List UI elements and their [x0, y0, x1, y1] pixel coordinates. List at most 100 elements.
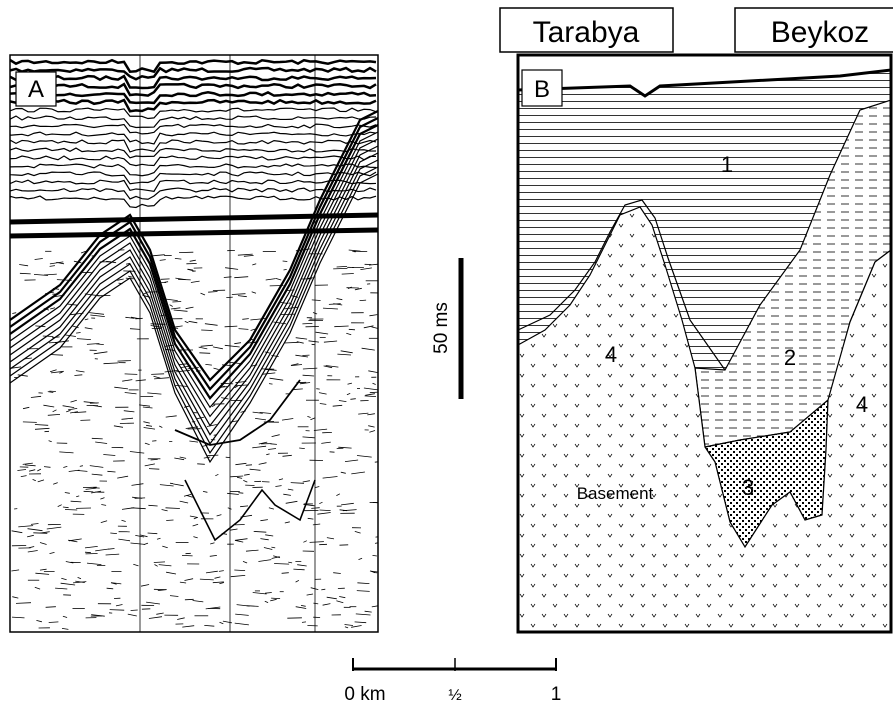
reflector: [141, 585, 149, 587]
reflector: [10, 108, 376, 119]
reflector: [360, 300, 367, 301]
reflector: [213, 347, 223, 349]
reflector: [162, 546, 167, 548]
reflector: [53, 410, 57, 412]
reflector: [265, 370, 276, 371]
reflector: [33, 479, 36, 480]
reflector: [131, 508, 145, 509]
reflector: [215, 474, 218, 476]
reflector: [282, 573, 289, 574]
reflector: [154, 378, 169, 379]
reflector: [128, 276, 132, 277]
reflector: [116, 605, 123, 606]
reflector: [203, 491, 207, 492]
reflector: [333, 573, 341, 574]
reflector: [283, 261, 288, 262]
reflector: [186, 307, 194, 309]
reflector: [223, 621, 232, 623]
reflector: [350, 399, 355, 400]
reflector: [35, 587, 40, 589]
reflector: [144, 428, 155, 430]
reflector: [301, 605, 306, 606]
reflector: [213, 582, 224, 583]
reflector: [225, 268, 238, 270]
reflector: [206, 571, 218, 573]
reflector: [244, 474, 250, 475]
reflector: [271, 598, 280, 599]
reflector: [197, 464, 205, 465]
reflector: [355, 531, 361, 533]
reflector: [50, 308, 55, 309]
scale-label: 1: [551, 684, 562, 705]
reflector: [323, 604, 331, 606]
reflector: [172, 302, 181, 303]
reflector: [296, 607, 307, 609]
reflector: [302, 622, 306, 623]
reflector: [147, 393, 161, 394]
reflector: [180, 501, 189, 503]
reflector: [157, 538, 161, 539]
reflector: [339, 597, 345, 598]
reflector: [339, 401, 347, 402]
reflector: [205, 364, 212, 365]
reflector: [27, 535, 34, 537]
reflector: [341, 503, 354, 505]
location-label: Tarabya: [533, 16, 640, 49]
reflector: [36, 620, 42, 621]
basement-label: Basement: [577, 484, 654, 503]
reflector: [269, 508, 274, 509]
reflector: [126, 278, 134, 279]
reflector: [369, 431, 375, 433]
unit-label: 2: [784, 345, 796, 370]
reflector: [210, 555, 217, 556]
reflector: [131, 610, 138, 611]
reflector: [153, 255, 165, 256]
reflector: [252, 292, 256, 294]
reflector: [92, 438, 103, 439]
reflector: [130, 452, 144, 454]
reflector: [114, 426, 123, 428]
reflector: [182, 555, 193, 556]
reflector: [146, 602, 160, 604]
reflector: [85, 328, 93, 329]
reflector: [308, 518, 314, 519]
reflector: [62, 628, 68, 629]
reflector: [65, 510, 77, 511]
reflector: [38, 480, 44, 482]
reflector: [177, 618, 185, 620]
unit-label: 4: [605, 342, 617, 367]
reflector: [319, 393, 327, 395]
reflector: [321, 589, 325, 590]
reflector: [237, 477, 242, 478]
reflector: [122, 380, 132, 382]
reflector: [185, 599, 194, 600]
reflector: [23, 463, 33, 464]
reflector: [114, 387, 128, 389]
reflector: [33, 533, 47, 534]
reflector: [63, 616, 67, 617]
reflector: [46, 607, 56, 608]
reflector: [327, 538, 334, 539]
reflector: [239, 329, 249, 330]
reflector: [238, 254, 253, 255]
reflector: [162, 510, 168, 511]
reflector: [145, 464, 155, 466]
reflector: [230, 476, 243, 477]
reflector: [225, 345, 240, 347]
reflector: [104, 363, 119, 364]
reflector: [313, 603, 318, 604]
reflector: [238, 296, 247, 297]
reflector: [77, 339, 91, 340]
reflector: [95, 442, 107, 444]
reflector: [375, 461, 384, 462]
reflector: [275, 486, 281, 487]
reflector: [369, 315, 377, 316]
reflector: [31, 524, 39, 525]
reflector: [190, 516, 198, 518]
reflector: [44, 274, 57, 275]
reflector: [254, 531, 267, 532]
reflector: [50, 370, 57, 372]
reflector: [85, 552, 91, 553]
reflector: [12, 531, 23, 533]
reflector: [76, 333, 81, 334]
